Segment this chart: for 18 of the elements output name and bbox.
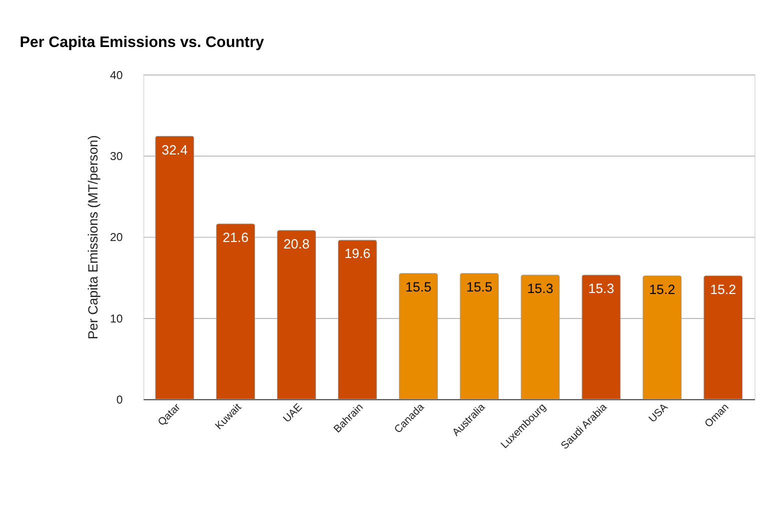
y-tick-label: 40	[110, 70, 123, 82]
y-tick-label: 0	[116, 394, 123, 406]
y-tick-label: 20	[110, 232, 123, 244]
x-tick-label: USA	[646, 401, 670, 426]
y-tick-label: 30	[110, 150, 123, 163]
data-label: 15.3	[527, 281, 554, 296]
data-label: 15.3	[588, 281, 614, 296]
data-label: 21.6	[222, 230, 249, 245]
y-tick-label: 10	[110, 313, 123, 326]
data-label: 15.2	[710, 282, 736, 297]
y-axis-title: Per Capita Emissions (MT/person)	[86, 135, 101, 340]
chart-title: Per Capita Emissions vs. Country	[20, 34, 265, 51]
data-label: 20.8	[284, 236, 310, 252]
data-label: 15.5	[405, 280, 432, 295]
data-label: 32.4	[162, 142, 188, 158]
data-label: 15.2	[649, 282, 676, 297]
data-label: 19.6	[344, 246, 370, 262]
data-label: 15.5	[466, 280, 492, 295]
